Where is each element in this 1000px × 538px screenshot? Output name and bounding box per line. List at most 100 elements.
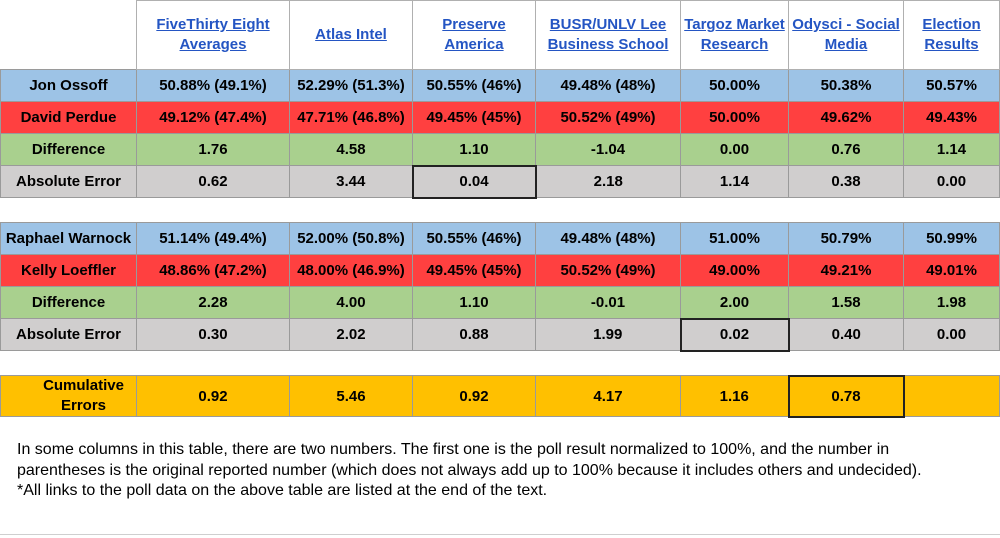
table-cell: 52.00% (50.8%) <box>289 222 413 255</box>
table-cell: 3.44 <box>289 165 413 198</box>
targoz-link[interactable]: Targoz Market Research <box>684 16 785 53</box>
table-cell: 49.12% (47.4%) <box>136 101 290 134</box>
table-cell: 50.52% (49%) <box>535 254 681 287</box>
table-cell: 49.62% <box>788 101 904 134</box>
table-cell: 50.57% <box>903 69 1000 102</box>
table-row-difference: Difference 1.76 4.58 1.10 -1.04 0.00 0.7… <box>0 133 1000 166</box>
atlas-intel-link[interactable]: Atlas Intel <box>315 26 387 43</box>
table-cell: 0.00 <box>903 165 1000 198</box>
table-cell: 0.92 <box>136 375 290 417</box>
table-row-difference: Difference 2.28 4.00 1.10 -0.01 2.00 1.5… <box>0 286 1000 319</box>
column-header-targoz[interactable]: Targoz Market Research <box>680 0 789 70</box>
table-cell: 2.18 <box>535 165 681 198</box>
best-cell: 0.04 <box>411 164 537 199</box>
table-cell: 49.48% (48%) <box>535 69 681 102</box>
column-header-busr-unlv[interactable]: BUSR/UNLV Lee Business School <box>535 0 681 70</box>
table-cell: 50.99% <box>903 222 1000 255</box>
row-label: Jon Ossoff <box>0 69 137 102</box>
table-cell: 50.52% (49%) <box>535 101 681 134</box>
fivethirtyeight-link[interactable]: FiveThirty Eight Averages <box>156 16 270 53</box>
row-label: Cumulative Errors <box>43 377 124 414</box>
table-cell: 0.76 <box>788 133 904 166</box>
table-cell: 1.58 <box>788 286 904 319</box>
table-row-raphael-warnock: Raphael Warnock 51.14% (49.4%) 52.00% (5… <box>0 222 1000 255</box>
busr-unlv-link[interactable]: BUSR/UNLV Lee Business School <box>547 16 669 53</box>
row-label: David Perdue <box>0 101 137 134</box>
row-label: Raphael Warnock <box>0 222 137 255</box>
row-label: Absolute Error <box>0 165 137 198</box>
table-cell: 0.00 <box>903 318 1000 351</box>
column-header-odysci[interactable]: Odysci - Social Media <box>788 0 904 70</box>
table-cell <box>903 375 1000 417</box>
table-row-david-perdue: David Perdue 49.12% (47.4%) 47.71% (46.8… <box>0 101 1000 134</box>
table-cell: 0.62 <box>136 165 290 198</box>
row-label: Difference <box>0 133 137 166</box>
spacer-row <box>0 350 1000 376</box>
best-cell: 0.78 <box>787 374 905 418</box>
table-cell: 50.00% <box>680 101 789 134</box>
odysci-link[interactable]: Odysci - Social Media <box>792 16 900 53</box>
footnote-paragraph: In some columns in this table, there are… <box>17 441 922 479</box>
table-cell: 51.00% <box>680 222 789 255</box>
row-label: Kelly Loeffler <box>0 254 137 287</box>
table-cell: 1.14 <box>680 165 789 198</box>
table-cell: 1.76 <box>136 133 290 166</box>
table-cell: 1.98 <box>903 286 1000 319</box>
table-cell: 2.00 <box>680 286 789 319</box>
table-row-absolute-error: Absolute Error 0.30 2.02 0.88 1.99 0.02 … <box>0 317 1000 352</box>
table-cell: 4.17 <box>535 375 681 417</box>
table-cell: 49.48% (48%) <box>535 222 681 255</box>
column-header-election-results[interactable]: Election Results <box>903 0 1000 70</box>
spacer-row <box>0 197 1000 223</box>
corner-cell <box>0 0 137 70</box>
table-row-absolute-error: Absolute Error 0.62 3.44 0.04 2.18 1.14 … <box>0 164 1000 199</box>
table-cell: 1.14 <box>903 133 1000 166</box>
table-cell: 48.86% (47.2%) <box>136 254 290 287</box>
table-cell: 0.88 <box>412 318 536 351</box>
table-cell: 48.00% (46.9%) <box>289 254 413 287</box>
column-header-atlas-intel[interactable]: Atlas Intel <box>289 0 413 70</box>
row-label: Difference <box>0 286 137 319</box>
table-cell: 50.88% (49.1%) <box>136 69 290 102</box>
table-cell: 49.21% <box>788 254 904 287</box>
footnote: In some columns in this table, there are… <box>17 440 977 502</box>
table-cell: 50.00% <box>680 69 789 102</box>
election-results-link[interactable]: Election Results <box>922 16 981 53</box>
table-cell: 52.29% (51.3%) <box>289 69 413 102</box>
table-cell: 1.10 <box>412 286 536 319</box>
table-cell: 4.00 <box>289 286 413 319</box>
table-cell: 2.02 <box>289 318 413 351</box>
row-label-cell: Cumulative Errors <box>0 375 137 417</box>
table-cell: 5.46 <box>289 375 413 417</box>
table-cell: -0.01 <box>535 286 681 319</box>
table-cell: 1.10 <box>412 133 536 166</box>
table-cell: 0.30 <box>136 318 290 351</box>
table-cell: 49.45% (45%) <box>412 101 536 134</box>
row-label: Absolute Error <box>0 318 137 351</box>
table-cell: 0.38 <box>788 165 904 198</box>
table-cell: 49.45% (45%) <box>412 254 536 287</box>
table-cell: 2.28 <box>136 286 290 319</box>
table-cell: 50.55% (46%) <box>412 222 536 255</box>
table-cell: 47.71% (46.8%) <box>289 101 413 134</box>
column-header-fivethirtyeight[interactable]: FiveThirty Eight Averages <box>136 0 290 70</box>
table-cell: 1.99 <box>535 318 681 351</box>
table-cell: 1.16 <box>680 375 789 417</box>
table-cell: 0.40 <box>788 318 904 351</box>
table-row-jon-ossoff: Jon Ossoff 50.88% (49.1%) 52.29% (51.3%)… <box>0 69 1000 102</box>
bottom-divider <box>0 534 1000 535</box>
best-cell: 0.02 <box>679 317 790 352</box>
table-cell: 49.00% <box>680 254 789 287</box>
table-cell: 50.79% <box>788 222 904 255</box>
table-cell: 50.38% <box>788 69 904 102</box>
table-cell: 51.14% (49.4%) <box>136 222 290 255</box>
table-cell: 49.43% <box>903 101 1000 134</box>
table-row-cumulative-errors: Cumulative Errors 0.92 5.46 0.92 4.17 1.… <box>0 374 1000 418</box>
column-header-preserve-america[interactable]: Preserve America <box>412 0 536 70</box>
poll-comparison-table: FiveThirty Eight Averages Atlas Intel Pr… <box>0 0 1000 418</box>
preserve-america-link[interactable]: Preserve America <box>442 16 506 53</box>
table-cell: 50.55% (46%) <box>412 69 536 102</box>
footnote-links-note: *All links to the poll data on the above… <box>17 482 548 499</box>
table-cell: 0.00 <box>680 133 789 166</box>
header-row: FiveThirty Eight Averages Atlas Intel Pr… <box>0 0 1000 70</box>
